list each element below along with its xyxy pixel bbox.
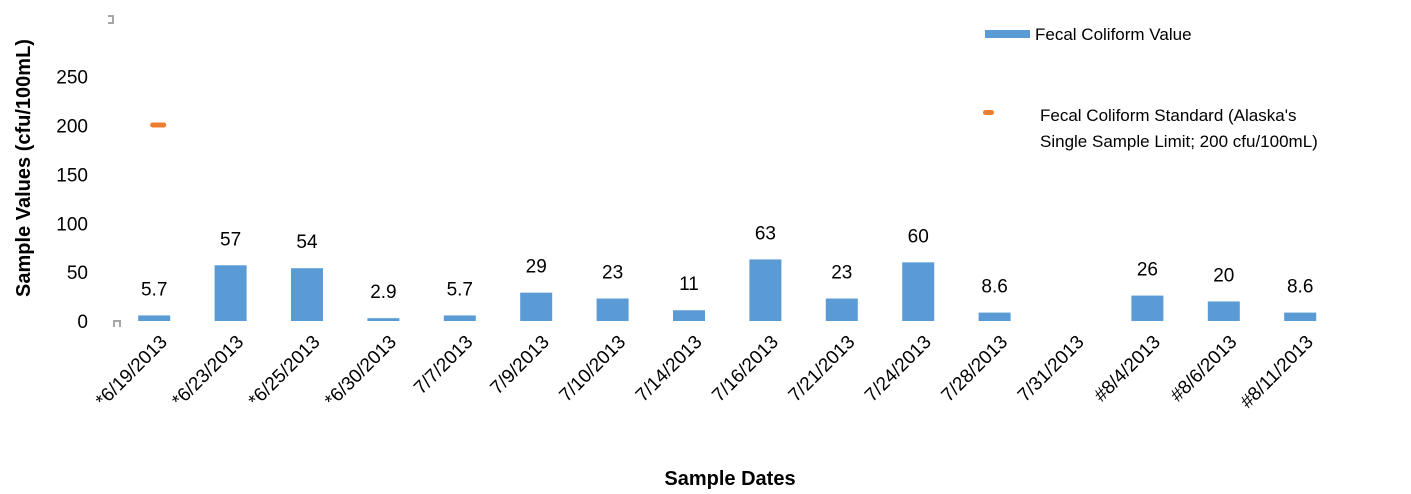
bar <box>520 292 553 321</box>
bar <box>902 262 935 321</box>
data-label: 23 <box>602 263 623 284</box>
x-tick-label: 7/9/2013 <box>487 332 554 399</box>
bar <box>1131 295 1164 321</box>
axis-bottom-mark <box>113 320 121 327</box>
bar <box>291 268 323 321</box>
data-labels: 5.7 57 54 2.9 5.7 29 23 11 63 23 60 8.6 26 20 8.6 <box>141 223 1313 303</box>
x-axis-title: Sample Dates <box>664 468 795 490</box>
standard-marker-series <box>150 122 167 128</box>
x-axis: *6/19/2013*6/23/2013*6/25/2013*6/30/2013… <box>92 332 1318 413</box>
x-tick-label: 7/7/2013 <box>410 332 477 399</box>
bar <box>825 298 858 321</box>
legend-swatch-fecal-coliform-value <box>985 30 1030 38</box>
bar <box>673 310 705 321</box>
data-label: 11 <box>679 274 699 295</box>
y-axis-title: Sample Values (cfu/100mL) <box>13 39 35 297</box>
legend-label-fecal-coliform-value: Fecal Coliform Value <box>1035 25 1192 44</box>
x-tick-label: 7/31/2013 <box>1014 332 1089 407</box>
y-tick-label: 50 <box>67 263 88 284</box>
data-label: 60 <box>908 226 929 247</box>
y-axis: 0 50 100 150 200 250 <box>56 68 88 333</box>
x-tick-label: *6/30/2013 <box>321 332 401 412</box>
x-tick-label: 7/28/2013 <box>938 332 1013 407</box>
data-label: 26 <box>1137 260 1158 281</box>
x-tick-label: 7/21/2013 <box>785 332 860 407</box>
data-label: 5.7 <box>141 279 167 300</box>
data-label: 5.7 <box>447 279 473 300</box>
x-tick-label: 7/14/2013 <box>632 332 707 407</box>
bar <box>1207 301 1240 321</box>
data-label: 29 <box>526 257 547 278</box>
bar <box>749 259 782 321</box>
bar <box>596 298 629 321</box>
bar <box>367 318 400 321</box>
x-tick-label: 7/10/2013 <box>556 332 631 407</box>
x-tick-label: #8/11/2013 <box>1237 332 1318 413</box>
y-tick-label: 0 <box>77 312 88 333</box>
x-tick-label: 7/16/2013 <box>708 332 783 407</box>
legend-swatch-standard <box>983 110 994 115</box>
data-label: 57 <box>220 229 241 250</box>
bar-series <box>138 259 1317 321</box>
bar <box>1284 312 1317 321</box>
data-label: 63 <box>755 223 776 244</box>
data-label: 54 <box>296 232 318 253</box>
bar <box>978 312 1011 321</box>
y-tick-label: 150 <box>56 165 88 186</box>
x-tick-label: *6/23/2013 <box>168 332 248 412</box>
data-label: 2.9 <box>370 282 396 303</box>
standard-marker <box>150 122 167 128</box>
x-tick-label: #8/6/2013 <box>1167 332 1242 407</box>
bar <box>443 315 476 321</box>
y-tick-label: 250 <box>56 68 88 89</box>
data-label: 23 <box>831 263 852 284</box>
data-label: 20 <box>1213 265 1234 286</box>
y-tick-label: 200 <box>56 117 88 138</box>
legend-label-standard-line-2: Single Sample Limit; 200 cfu/100mL) <box>1040 132 1318 151</box>
legend-label-standard-line-1: Fecal Coliform Standard (Alaska's <box>1040 106 1296 125</box>
y-tick-label: 100 <box>56 214 88 235</box>
axis-end-marks <box>108 15 121 327</box>
x-tick-label: 7/24/2013 <box>861 332 936 407</box>
x-tick-label: *6/25/2013 <box>245 332 325 412</box>
x-tick-label: #8/4/2013 <box>1090 332 1165 407</box>
data-label: 8.6 <box>981 277 1007 298</box>
x-tick-label: *6/19/2013 <box>92 332 172 412</box>
axis-top-mark <box>108 15 114 24</box>
legend: Fecal Coliform Value Fecal Coliform Stan… <box>983 25 1318 151</box>
bar <box>214 265 247 321</box>
data-label: 8.6 <box>1287 277 1313 298</box>
bar <box>138 315 171 321</box>
